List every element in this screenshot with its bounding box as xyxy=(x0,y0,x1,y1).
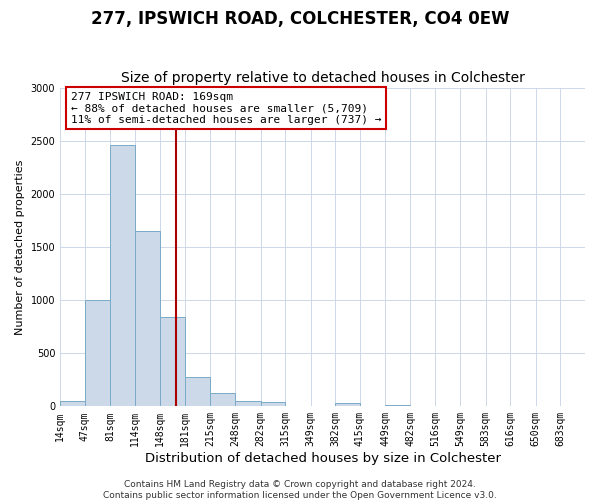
Bar xyxy=(85,300,110,406)
Text: 277, IPSWICH ROAD, COLCHESTER, CO4 0EW: 277, IPSWICH ROAD, COLCHESTER, CO4 0EW xyxy=(91,10,509,28)
Bar xyxy=(385,405,410,406)
Bar xyxy=(160,318,185,406)
Text: Contains HM Land Registry data © Crown copyright and database right 2024.
Contai: Contains HM Land Registry data © Crown c… xyxy=(103,480,497,500)
Bar xyxy=(211,392,235,406)
Bar xyxy=(185,377,211,406)
Title: Size of property relative to detached houses in Colchester: Size of property relative to detached ho… xyxy=(121,70,524,85)
Bar xyxy=(110,144,135,406)
Bar xyxy=(135,232,160,406)
Bar xyxy=(335,403,360,406)
X-axis label: Distribution of detached houses by size in Colchester: Distribution of detached houses by size … xyxy=(145,452,500,465)
Bar xyxy=(260,402,285,406)
Bar xyxy=(60,400,85,406)
Text: 277 IPSWICH ROAD: 169sqm
← 88% of detached houses are smaller (5,709)
11% of sem: 277 IPSWICH ROAD: 169sqm ← 88% of detach… xyxy=(71,92,381,125)
Y-axis label: Number of detached properties: Number of detached properties xyxy=(15,160,25,335)
Bar xyxy=(235,400,260,406)
